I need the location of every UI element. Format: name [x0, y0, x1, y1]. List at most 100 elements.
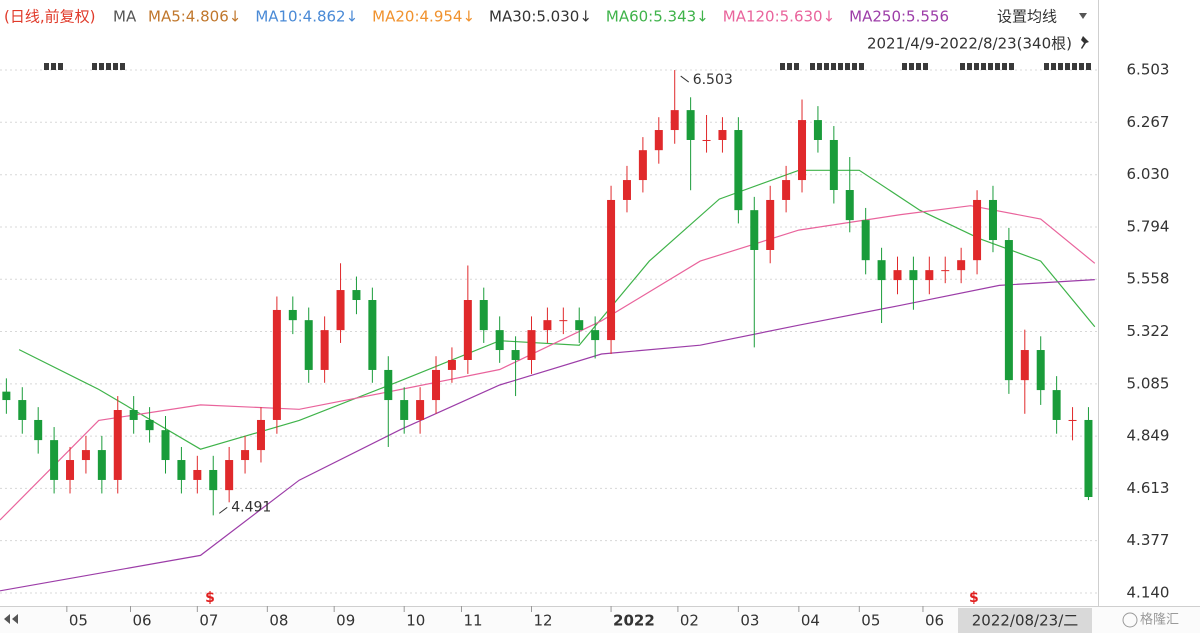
candle-body [241, 450, 250, 461]
signal-dot [1044, 63, 1049, 70]
signal-dot [967, 63, 972, 70]
ma-line [0, 205, 1096, 521]
signal-dot [995, 63, 1000, 70]
candle-body [81, 450, 90, 461]
signal-dot [1079, 63, 1084, 70]
annotation-arrow [680, 75, 690, 83]
signal-dot [902, 63, 907, 70]
legend-entry: MA30:5.030↓ [489, 8, 592, 26]
candle-body [702, 139, 711, 141]
signal-dot [780, 63, 785, 70]
x-tick-label: 06 [925, 612, 944, 630]
x-tick-label: 02 [680, 612, 699, 630]
signal-dot [824, 63, 829, 70]
candle-body [161, 430, 170, 461]
candle-body [1052, 390, 1061, 420]
x-tick-label: 06 [132, 612, 151, 630]
signal-dot [106, 63, 111, 70]
candle-body [400, 400, 409, 420]
candle-body [941, 270, 950, 272]
signal-dot [51, 63, 56, 70]
candle-body [352, 290, 361, 301]
candle-body [113, 410, 122, 480]
x-tick-label: 11 [463, 612, 482, 630]
candle-body [432, 369, 441, 401]
legend-entry: MA120:5.630↓ [723, 8, 835, 26]
watermark-logo [1122, 612, 1138, 628]
ma-line [0, 279, 1095, 592]
signal-dot [1051, 63, 1056, 70]
signal-dot [1002, 63, 1007, 70]
candle-body [527, 330, 536, 360]
y-tick-label: 6.503 [1127, 61, 1170, 79]
candle-body [750, 210, 759, 250]
candle-body [511, 350, 520, 360]
candle-body [622, 180, 631, 200]
candle-body [1084, 419, 1093, 497]
candle-body [50, 440, 59, 480]
candle-body [957, 260, 966, 271]
candle-body [177, 460, 186, 480]
candle-body [973, 199, 982, 261]
x-tick-label: 05 [69, 612, 88, 630]
legend-entry: MA20:4.954↓ [372, 8, 475, 26]
legend-entry: MA250:5.556 [849, 8, 949, 26]
signal-dot [120, 63, 125, 70]
candle-body [18, 400, 27, 420]
candle-body [2, 391, 11, 401]
candle-body [129, 410, 138, 420]
signal-dot [981, 63, 986, 70]
x-tick-label: 05 [861, 612, 880, 630]
candle-body [909, 270, 918, 281]
candle-body [256, 419, 265, 451]
candle-body [734, 130, 743, 211]
candle-body [495, 330, 504, 351]
candle-body [988, 199, 997, 241]
y-tick-label: 5.794 [1127, 217, 1170, 235]
scroll-left-icon[interactable] [4, 614, 18, 624]
signal-dot [845, 63, 850, 70]
signal-dot [838, 63, 843, 70]
candle-body [272, 309, 281, 420]
candle-body [925, 270, 934, 281]
signal-dot [794, 63, 799, 70]
signal-dot [960, 63, 965, 70]
y-tick-label: 6.030 [1127, 165, 1170, 183]
candle-body [320, 330, 329, 370]
candle-body [893, 270, 902, 281]
candle-body [638, 150, 647, 181]
signal-dot [1086, 63, 1091, 70]
signal-dot [99, 63, 104, 70]
candle-body [686, 110, 695, 140]
annotation-label: 4.491 [231, 499, 271, 515]
signal-dot [817, 63, 822, 70]
cursor-label: 2022/08/23/二 [972, 612, 1079, 630]
signal-mark: $ [969, 590, 979, 606]
candle-body [813, 120, 822, 140]
legend-entry: MA60:5.343↓ [606, 8, 709, 26]
candle-body [798, 120, 807, 181]
settings-button[interactable]: 设置均线 [997, 8, 1057, 26]
x-tick-label: 07 [199, 612, 218, 630]
signal-dot [974, 63, 979, 70]
candle-body [384, 369, 393, 401]
candle-body [288, 309, 297, 321]
legend-entry: MA5:4.806↓ [148, 8, 241, 26]
legend: MA5:4.806↓ MA10:4.862↓ MA20:4.954↓ MA30:5.0… [148, 8, 949, 26]
x-tick-label: 04 [801, 612, 820, 630]
candle-body [193, 469, 202, 480]
ma-label: MA [113, 8, 137, 26]
dropdown-icon[interactable] [1079, 13, 1087, 19]
cursor-box [958, 608, 1092, 633]
x-tick-label: 10 [406, 612, 425, 630]
candle-body [1020, 350, 1029, 381]
candle-body [861, 220, 870, 261]
signal-dot [831, 63, 836, 70]
candle-body [97, 450, 106, 480]
y-tick-label: 4.140 [1127, 584, 1170, 602]
annotation-arrow [218, 506, 228, 514]
signal-dot [1009, 63, 1014, 70]
pin-icon[interactable] [1081, 36, 1089, 49]
candle-body [766, 199, 775, 250]
